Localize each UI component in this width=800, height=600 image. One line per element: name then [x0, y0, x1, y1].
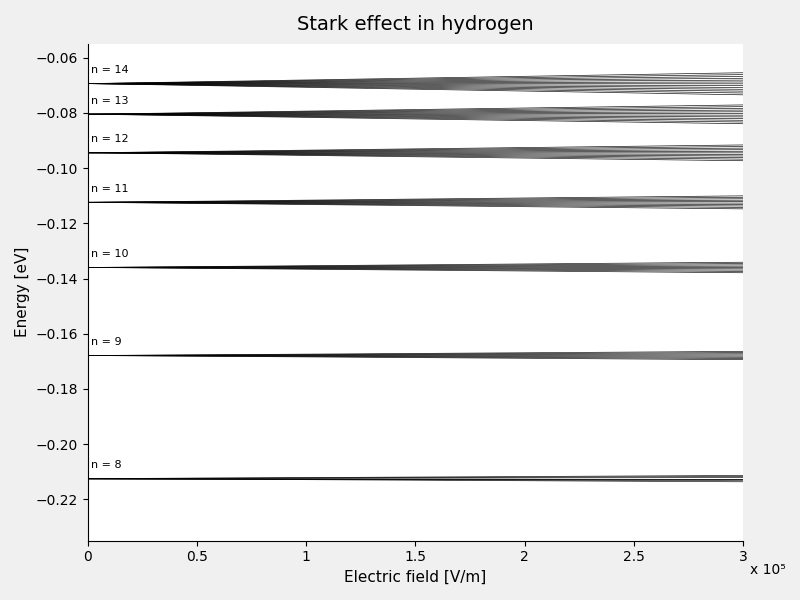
- Text: n = 13: n = 13: [91, 96, 129, 106]
- Text: n = 8: n = 8: [91, 460, 122, 470]
- Text: n = 9: n = 9: [91, 337, 122, 347]
- Text: n = 11: n = 11: [91, 184, 129, 194]
- Text: n = 12: n = 12: [91, 134, 129, 145]
- Y-axis label: Energy [eV]: Energy [eV]: [15, 247, 30, 337]
- Text: x 10⁵: x 10⁵: [750, 563, 786, 577]
- X-axis label: Electric field [V/m]: Electric field [V/m]: [344, 570, 486, 585]
- Title: Stark effect in hydrogen: Stark effect in hydrogen: [297, 15, 534, 34]
- Text: n = 14: n = 14: [91, 65, 129, 76]
- Text: n = 10: n = 10: [91, 249, 129, 259]
